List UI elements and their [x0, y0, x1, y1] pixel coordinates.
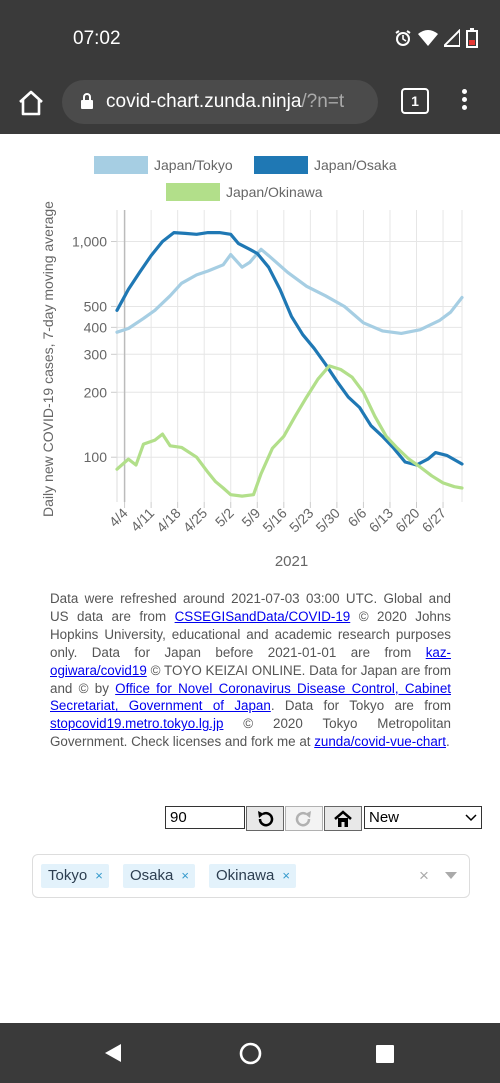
redo-button[interactable]	[285, 806, 323, 831]
address-bar[interactable]: covid-chart.zunda.ninja/?n=t	[62, 80, 378, 124]
days-input[interactable]	[165, 806, 245, 829]
reset-home-button[interactable]	[324, 806, 362, 831]
x-tick-label: 5/23	[286, 505, 317, 536]
x-axis-title: 2021	[275, 553, 308, 570]
y-tick-label: 300	[84, 346, 108, 362]
x-tick-label: 5/9	[238, 505, 263, 530]
link-csse[interactable]: CSSEGISandData/COVID-19	[174, 608, 351, 624]
home-icon[interactable]	[16, 88, 46, 118]
y-tick-label: 400	[84, 319, 108, 335]
status-icons	[394, 28, 478, 48]
status-bar: 07:02	[0, 0, 500, 78]
legend-label: Japan/Osaka	[314, 157, 397, 173]
remove-tag-icon[interactable]: ×	[282, 868, 290, 883]
legend-label: Japan/Okinawa	[226, 184, 323, 200]
clear-all-icon[interactable]: ×	[419, 866, 429, 885]
mode-select-value: New	[369, 809, 400, 826]
x-tick-label: 4/11	[127, 505, 157, 535]
redo-icon	[295, 810, 311, 826]
region-multiselect[interactable]: Tokyo × Osaka × Okinawa × ×	[32, 854, 470, 898]
x-tick-label: 6/27	[419, 505, 450, 536]
undo-icon	[258, 810, 274, 826]
caption-text-1: Data were refreshed around 2021-07-03 03…	[50, 591, 451, 624]
x-tick-label: 6/13	[366, 505, 397, 536]
caption-text-2: © 2020 Johns Hopkins University, educati…	[50, 608, 451, 660]
home-icon	[334, 809, 352, 827]
tab-switcher-button[interactable]: 1	[401, 88, 429, 114]
remove-tag-icon[interactable]: ×	[95, 868, 103, 883]
overflow-menu-icon[interactable]	[456, 86, 472, 116]
x-tick-label: 4/4	[106, 505, 131, 530]
link-stopcovid19[interactable]: stopcovid19.metro.tokyo.lg.jp	[50, 716, 224, 732]
legend-swatch	[94, 156, 148, 174]
url-host: covid-chart.zunda.ninja	[106, 91, 302, 112]
link-github-repo[interactable]: zunda/covid-vue-chart	[314, 734, 446, 750]
y-tick-label: 200	[84, 384, 108, 400]
alarm-icon	[395, 30, 411, 46]
browser-toolbar: covid-chart.zunda.ninja/?n=t 1	[0, 78, 500, 134]
chart-controls: New	[165, 806, 482, 831]
legend-swatch	[166, 183, 220, 201]
series-line	[115, 364, 464, 498]
url-path: /?n=t	[301, 91, 345, 112]
chevron-down-icon	[465, 813, 477, 821]
region-tag-osaka: Osaka ×	[123, 864, 195, 888]
undo-button[interactable]	[246, 806, 284, 831]
region-tag-label: Tokyo	[48, 867, 88, 884]
y-tick-label: 1,000	[72, 234, 107, 250]
legend-label: Japan/Tokyo	[154, 157, 233, 173]
x-tick-label: 6/20	[392, 505, 423, 536]
caption-text-4: . Data for Tokyo are from	[270, 698, 451, 714]
x-tick-label: 6/6	[344, 505, 369, 530]
region-tag-okinawa: Okinawa ×	[209, 864, 296, 888]
back-icon[interactable]	[103, 1043, 123, 1063]
dropdown-caret-icon[interactable]	[445, 872, 457, 879]
recents-icon[interactable]	[375, 1044, 395, 1064]
series-line	[115, 231, 464, 467]
y-tick-label: 500	[84, 298, 108, 314]
caption-text-5: © 2020 Tokyo Metropolitan Government. Ch…	[50, 716, 451, 750]
legend-swatch	[254, 156, 308, 174]
x-tick-label: 5/16	[259, 505, 290, 536]
chart: Japan/Tokyo Japan/Osaka Japan/Okinawa 1,000…	[0, 134, 500, 584]
y-axis-title: Daily new COVID-19 cases, 7-day moving a…	[40, 201, 56, 517]
link-cabinet-office[interactable]: Office for Novel Coronavirus Disease Con…	[50, 680, 451, 714]
status-time: 07:02	[73, 28, 121, 49]
x-tick-label: 5/30	[312, 505, 343, 536]
lock-icon	[81, 93, 93, 109]
cell-signal-icon	[444, 29, 460, 47]
region-tag-label: Osaka	[130, 867, 174, 884]
link-kaz-ogiwara[interactable]: kaz-ogiwara/covid19	[50, 644, 451, 678]
battery-low-icon	[466, 28, 478, 48]
home-circle-icon[interactable]	[239, 1042, 262, 1065]
y-tick-label: 100	[84, 449, 108, 465]
region-tag-label: Okinawa	[216, 867, 275, 884]
wifi-icon	[418, 30, 438, 46]
caption-text-6: .	[445, 734, 450, 750]
url-text: covid-chart.zunda.ninja/?n=t	[106, 91, 344, 113]
caption-text-3: © TOYO KEIZAI ONLINE. Data for Japan are…	[50, 662, 451, 696]
x-tick-label: 5/2	[212, 505, 237, 530]
series-line	[115, 247, 464, 335]
x-tick-label: 4/18	[153, 505, 184, 536]
android-nav-bar	[0, 1023, 500, 1083]
mode-select[interactable]: New	[364, 806, 482, 829]
data-attribution: Data were refreshed around 2021-07-03 03…	[50, 590, 451, 751]
chart-svg: Japan/Tokyo Japan/Osaka Japan/Okinawa 1,000…	[40, 156, 464, 570]
x-tick-label: 4/25	[180, 505, 211, 536]
region-tag-tokyo: Tokyo ×	[41, 864, 109, 888]
remove-tag-icon[interactable]: ×	[181, 868, 189, 883]
